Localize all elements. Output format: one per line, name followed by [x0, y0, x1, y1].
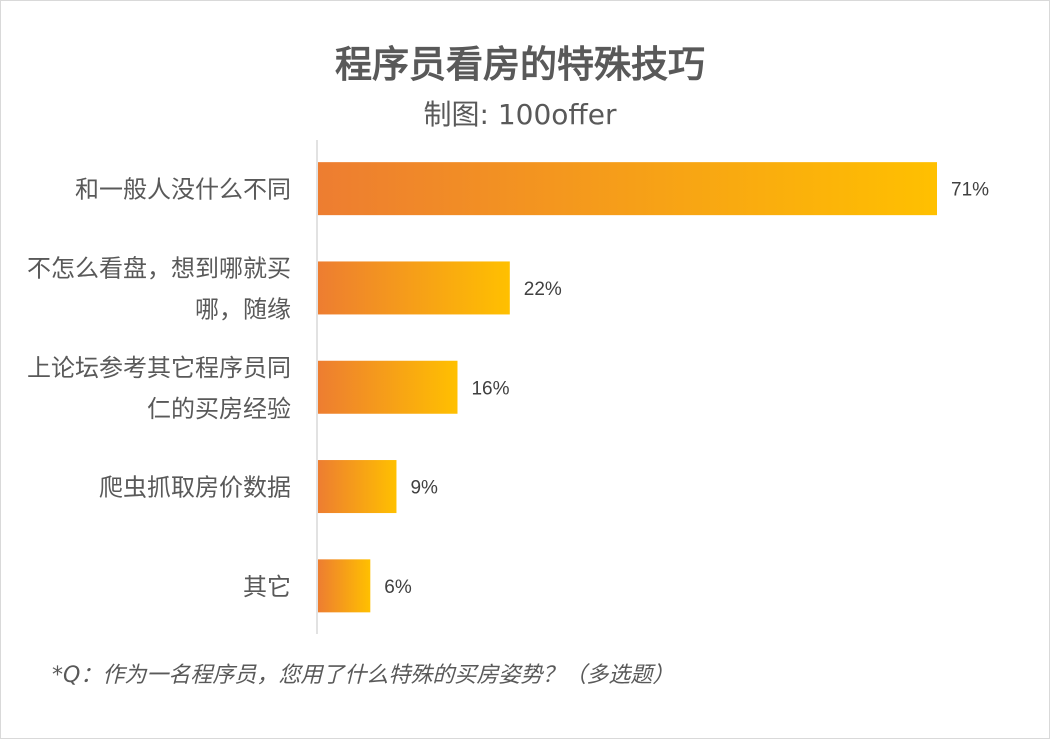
category-label-2-line-1: 仁的买房经验: [147, 395, 291, 423]
chart-subtitle: 制图: 100offer: [423, 98, 617, 131]
survey-question-note: *Q：作为一名程序员，您用了什么特殊的买房姿势？（多选题）: [52, 663, 675, 688]
bar-value-label-2: 16%: [471, 378, 509, 399]
category-label-1-line-1: 哪，随缘: [195, 295, 291, 323]
bar-0: [318, 162, 937, 216]
bar-value-label-1: 22%: [524, 279, 562, 300]
bar-1: [318, 261, 510, 315]
category-label-4-line-0: 其它: [243, 573, 291, 601]
chart-title: 程序员看房的特殊技巧: [335, 43, 705, 86]
bar-value-label-0: 71%: [951, 180, 989, 201]
category-label-1-line-0: 不怎么看盘，想到哪就买: [27, 254, 291, 282]
bar-2: [318, 360, 458, 414]
category-label-3-line-0: 爬虫抓取房价数据: [99, 474, 291, 502]
bar-3: [318, 460, 397, 514]
category-label-0-line-0: 和一般人没什么不同: [75, 176, 291, 204]
bar-value-label-4: 6%: [384, 577, 412, 598]
bar-value-label-3: 9%: [410, 478, 438, 499]
bar-4: [318, 559, 371, 613]
category-label-2-line-0: 上论坛参考其它程序员同: [27, 354, 291, 382]
